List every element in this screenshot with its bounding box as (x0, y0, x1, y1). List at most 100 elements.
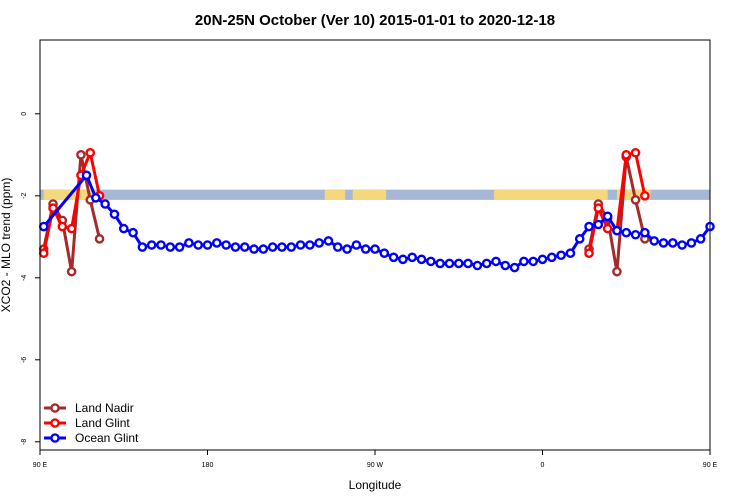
data-point (584, 221, 594, 232)
x-tick-label: 90 W (367, 462, 384, 469)
data-point (667, 238, 678, 248)
data-point (621, 149, 632, 160)
y-tick-label: -4 (21, 275, 28, 281)
x-tick-label: 90 E (33, 462, 48, 469)
data-point (184, 238, 194, 248)
data-point (202, 240, 213, 250)
legend-label: Land Nadir (75, 401, 134, 415)
data-point (286, 242, 297, 252)
data-point (658, 238, 669, 248)
legend-item: Ocean Glint (44, 431, 139, 445)
legend-label: Ocean Glint (75, 431, 139, 445)
data-point (38, 248, 49, 258)
data-point (277, 242, 287, 252)
data-point (398, 254, 408, 265)
data-point (640, 227, 650, 238)
data-point (128, 227, 138, 238)
data-point (212, 238, 222, 248)
data-point (602, 211, 613, 222)
data-point (444, 258, 455, 269)
legend-swatch-point (50, 433, 60, 443)
data-point (463, 258, 473, 269)
data-point (165, 242, 176, 252)
data-point (612, 225, 622, 236)
data-point (379, 248, 390, 258)
data-point (547, 252, 557, 263)
data-point (137, 242, 148, 252)
data-point (388, 252, 399, 263)
data-point (509, 262, 520, 273)
data-point (640, 190, 650, 201)
data-point (565, 248, 576, 258)
y-tick-label: -8 (21, 439, 28, 445)
data-point (630, 147, 641, 158)
data-point (537, 254, 548, 265)
data-point (435, 258, 445, 269)
data-point (677, 240, 687, 250)
legend-item: Land Glint (44, 416, 130, 430)
data-point (48, 203, 58, 213)
data-point (351, 240, 362, 250)
data-point (602, 223, 613, 234)
data-point (267, 242, 278, 252)
data-point (519, 256, 529, 267)
y-axis-ticks: 0 -2 -4 -6 -8 (21, 112, 40, 445)
data-point (621, 227, 632, 238)
data-point (314, 238, 324, 248)
y-tick-label: 0 (21, 112, 28, 116)
data-point (453, 258, 464, 269)
data-point (249, 244, 259, 254)
data-point (295, 240, 306, 250)
data-point (416, 254, 427, 265)
data-point (156, 240, 166, 250)
chart-title: 20N-25N October (Ver 10) 2015-01-01 to 2… (195, 12, 555, 29)
data-point (230, 242, 241, 252)
data-point (81, 170, 92, 181)
data-point (174, 242, 185, 252)
data-point (556, 250, 566, 261)
data-point (574, 234, 585, 244)
data-point (649, 236, 659, 246)
data-point (630, 195, 641, 205)
data-point (118, 223, 129, 234)
data-point (305, 240, 315, 250)
data-point (426, 256, 436, 267)
y-tick-label: -6 (21, 357, 28, 363)
data-point (686, 238, 697, 248)
data-point (695, 234, 706, 244)
data-point (342, 244, 352, 254)
series-ocean-glint (38, 170, 715, 273)
x-axis-ticks: 90 E 180 90 W 0 90 E (33, 450, 718, 469)
data-point (612, 266, 622, 277)
data-point (360, 244, 371, 254)
legend-swatch-point (50, 403, 60, 413)
data-point (193, 240, 203, 250)
data-point (481, 258, 492, 269)
data-point (38, 221, 49, 232)
legend-swatch-point (50, 418, 60, 428)
data-point (66, 223, 77, 234)
data-point (500, 260, 511, 271)
data-point (472, 260, 483, 271)
land-patch (352, 189, 387, 200)
y-tick-label: -2 (21, 193, 28, 199)
data-point (85, 147, 96, 158)
legend-item: Land Nadir (44, 401, 134, 415)
data-point (100, 199, 110, 209)
y-axis-label: XCO2 - MLO trend (ppm) (0, 178, 13, 313)
data-point (323, 236, 334, 246)
data-point (109, 209, 120, 220)
data-point (593, 219, 604, 230)
data-point (332, 242, 343, 252)
data-point (407, 252, 418, 263)
data-point (593, 203, 604, 213)
data-point (584, 248, 594, 258)
data-point (146, 240, 157, 250)
x-tick-label: 180 (202, 462, 214, 469)
data-point (258, 244, 269, 254)
x-tick-label: 90 E (703, 462, 718, 469)
legend-label: Land Glint (75, 416, 130, 430)
data-point (239, 242, 250, 252)
